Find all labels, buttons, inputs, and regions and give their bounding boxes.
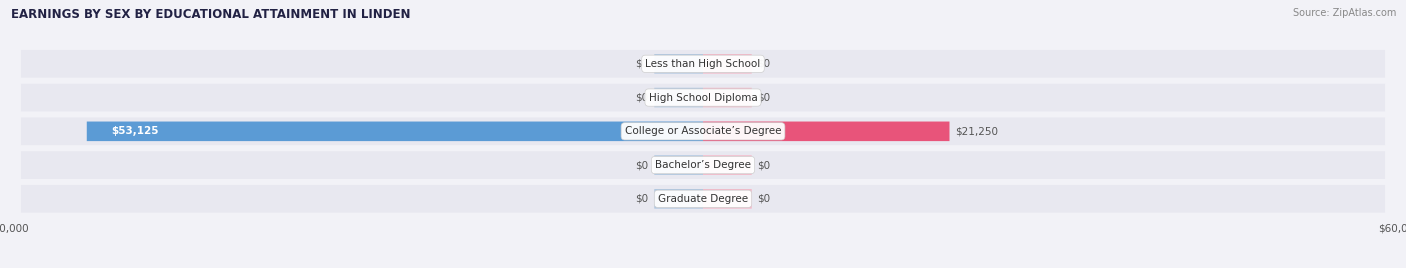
FancyBboxPatch shape bbox=[703, 88, 752, 107]
Text: Bachelor’s Degree: Bachelor’s Degree bbox=[655, 160, 751, 170]
FancyBboxPatch shape bbox=[703, 121, 949, 141]
Text: $0: $0 bbox=[636, 92, 648, 103]
FancyBboxPatch shape bbox=[654, 54, 703, 74]
Text: $0: $0 bbox=[636, 160, 648, 170]
Text: Graduate Degree: Graduate Degree bbox=[658, 194, 748, 204]
FancyBboxPatch shape bbox=[703, 54, 752, 74]
FancyBboxPatch shape bbox=[703, 189, 752, 209]
Text: $0: $0 bbox=[758, 194, 770, 204]
FancyBboxPatch shape bbox=[21, 185, 1385, 213]
Text: $0: $0 bbox=[636, 59, 648, 69]
Text: $0: $0 bbox=[758, 92, 770, 103]
FancyBboxPatch shape bbox=[654, 88, 703, 107]
Text: $0: $0 bbox=[636, 194, 648, 204]
FancyBboxPatch shape bbox=[21, 117, 1385, 145]
Text: $0: $0 bbox=[758, 59, 770, 69]
FancyBboxPatch shape bbox=[87, 121, 703, 141]
Text: College or Associate’s Degree: College or Associate’s Degree bbox=[624, 126, 782, 136]
Text: $21,250: $21,250 bbox=[955, 126, 998, 136]
Text: Less than High School: Less than High School bbox=[645, 59, 761, 69]
Text: Source: ZipAtlas.com: Source: ZipAtlas.com bbox=[1292, 8, 1396, 18]
FancyBboxPatch shape bbox=[654, 155, 703, 175]
FancyBboxPatch shape bbox=[654, 189, 703, 209]
FancyBboxPatch shape bbox=[21, 151, 1385, 179]
Text: EARNINGS BY SEX BY EDUCATIONAL ATTAINMENT IN LINDEN: EARNINGS BY SEX BY EDUCATIONAL ATTAINMEN… bbox=[11, 8, 411, 21]
FancyBboxPatch shape bbox=[21, 50, 1385, 78]
Text: $0: $0 bbox=[758, 160, 770, 170]
FancyBboxPatch shape bbox=[703, 155, 752, 175]
FancyBboxPatch shape bbox=[21, 84, 1385, 111]
Text: High School Diploma: High School Diploma bbox=[648, 92, 758, 103]
Text: $53,125: $53,125 bbox=[111, 126, 159, 136]
